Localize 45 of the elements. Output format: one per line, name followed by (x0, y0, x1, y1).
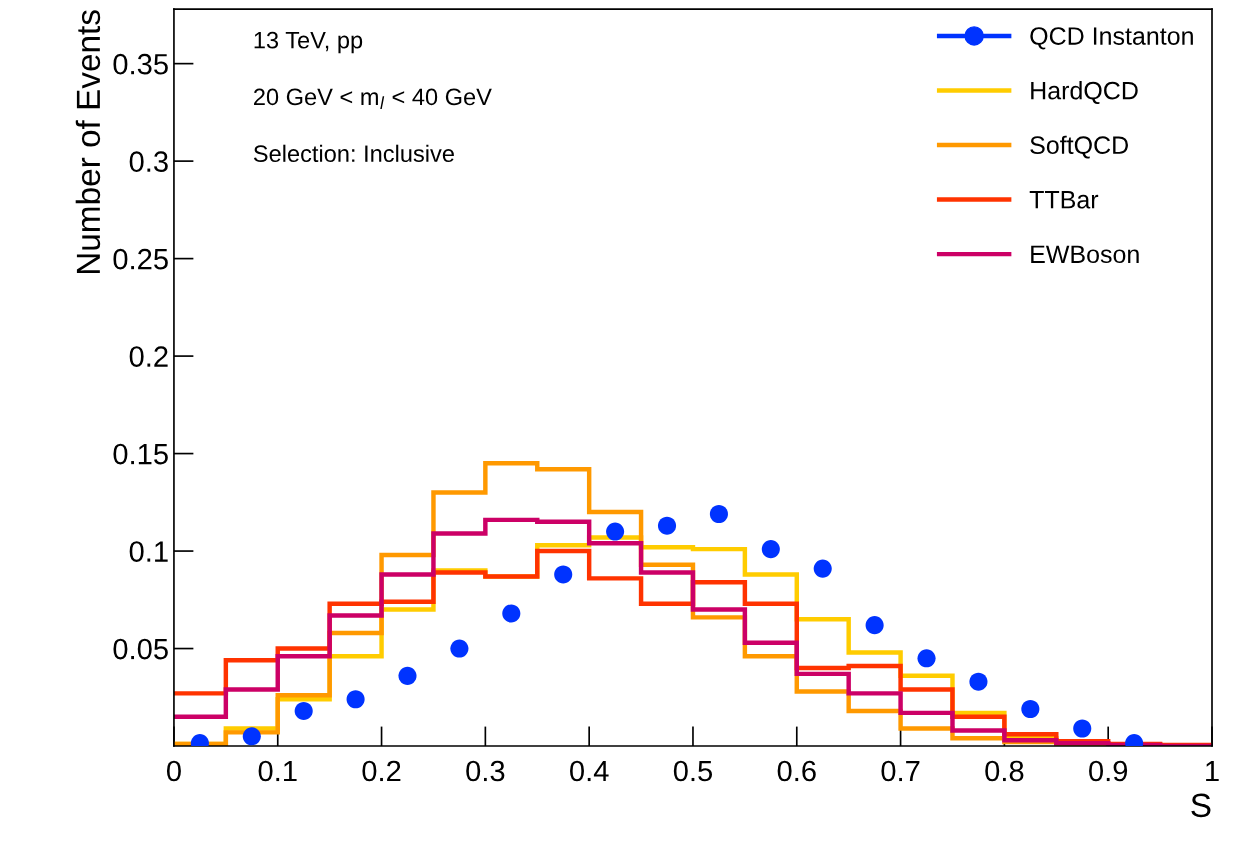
x-tick-label: 0.3 (466, 760, 505, 782)
x-tick-label: 0.4 (570, 760, 609, 782)
x-tick-label: 0 (166, 760, 181, 782)
legend-label: TTBar (1029, 191, 1099, 209)
y-tick-label: 0.2 (129, 346, 168, 367)
point (554, 565, 573, 584)
point (398, 666, 417, 685)
point (242, 727, 261, 746)
point (1073, 719, 1092, 738)
x-tick-label: 0.5 (673, 760, 713, 782)
y-tick-label: 0.3 (129, 151, 168, 172)
x-tick-label: 1 (1206, 760, 1219, 782)
point (657, 516, 677, 535)
x-tick-label: 0.9 (1089, 760, 1128, 782)
point (917, 649, 936, 668)
point (813, 559, 832, 578)
legend-label: QCD Instanton (1030, 27, 1193, 50)
y-tick-label: 0.05 (113, 638, 168, 660)
point (1021, 699, 1040, 719)
annotation: 20 GeV < m$_{l}$ < 40 GeV (254, 88, 492, 109)
x-tick-label: 0.7 (881, 760, 920, 782)
point (761, 540, 780, 559)
point (865, 616, 884, 635)
point (709, 504, 728, 524)
x-tick-label: 0.2 (362, 760, 401, 782)
point (294, 701, 313, 720)
legend-label: EWBoson (1031, 245, 1139, 264)
x-axis-title: S (1191, 793, 1211, 818)
x-tick-label: 0.1 (258, 760, 297, 782)
point (606, 522, 625, 541)
y-tick-label: 0.15 (113, 443, 168, 465)
point (969, 672, 988, 691)
annotation: 13 TeV, pp (254, 31, 363, 54)
point (502, 604, 521, 623)
y-tick-label: 0.25 (113, 248, 168, 270)
x-tick-label: 0.8 (985, 760, 1024, 782)
legend-label: SoftQCD (1030, 135, 1128, 159)
point (450, 639, 469, 658)
legend-label: HardQCD (1031, 81, 1138, 104)
annotation: Selection: Inclusive (253, 144, 454, 163)
x-tick-label: 0.6 (777, 760, 816, 782)
point (346, 690, 365, 709)
y-tick-label: 0.35 (113, 53, 168, 75)
y-tick-label: 0.1 (129, 541, 168, 562)
y-axis-title: Number of Events (75, 10, 101, 274)
